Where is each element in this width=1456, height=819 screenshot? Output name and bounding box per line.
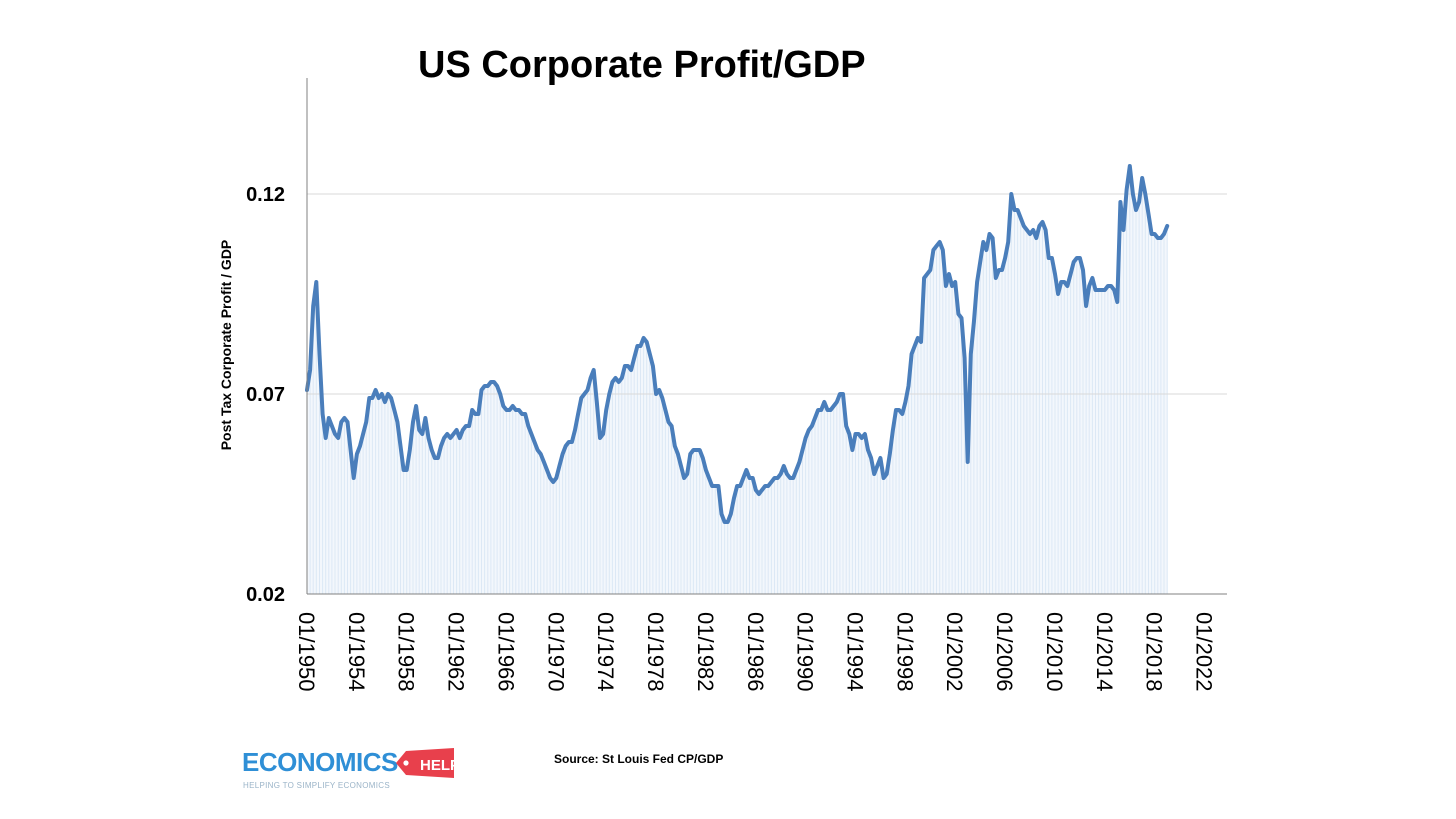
x-tick-label: 01/1962	[444, 612, 469, 692]
gridlines	[307, 193, 1227, 395]
x-tick-label: 01/2014	[1092, 612, 1117, 692]
x-tick-label: 01/1954	[344, 612, 369, 692]
x-tick-label: 01/2022	[1192, 612, 1217, 692]
y-tick-label: 0.07	[246, 384, 285, 406]
source-note: Source: St Louis Fed CP/GDP	[554, 752, 724, 766]
x-tick-label: 01/1982	[693, 612, 718, 692]
x-tick-label: 01/1966	[494, 612, 519, 692]
x-tick-label: 01/2006	[992, 612, 1017, 692]
x-tick-label: 01/1994	[843, 612, 868, 692]
y-axis-label: Post Tax Corporate Profit / GDP	[218, 239, 234, 451]
series-line	[305, 164, 1170, 524]
x-tick-label: 01/2002	[942, 612, 967, 692]
x-tick-label: 01/1986	[743, 612, 768, 692]
x-tick-label: 01/1958	[394, 612, 419, 692]
x-tick-label: 01/1970	[543, 612, 568, 692]
y-tick-label: 0.12	[246, 184, 285, 206]
axes	[306, 78, 1227, 595]
x-tick-label: 01/1950	[294, 612, 319, 692]
x-tick-labels: 01/1950 01/1954 01/1958 01/1962 01/1966 01/19…	[294, 612, 1217, 692]
economics-help-logo[interactable]: ECONOMICS HELP HELPING TO SIMPLIFY ECONO…	[242, 744, 462, 794]
logo-help-label: HELP	[420, 757, 461, 774]
y-tick-label: 0.02	[246, 584, 285, 606]
chart-title: US Corporate Profit/GDP	[418, 44, 866, 86]
x-tick-label: 01/1978	[643, 612, 668, 692]
x-tick-label: 01/2010	[1042, 612, 1067, 692]
x-tick-label: 01/1990	[793, 612, 818, 692]
price-tag-icon	[396, 748, 454, 778]
x-tick-label: 01/2018	[1142, 612, 1167, 692]
logo-tagline: HELPING TO SIMPLIFY ECONOMICS	[243, 781, 390, 790]
x-tick-label: 01/1974	[593, 612, 618, 692]
logo-wordmark: ECONOMICS	[242, 747, 398, 777]
series-line-layer	[305, 164, 1170, 524]
x-tick-label: 01/1998	[892, 612, 917, 692]
y-tick-labels: 0.02 0.07 0.12	[246, 184, 285, 606]
